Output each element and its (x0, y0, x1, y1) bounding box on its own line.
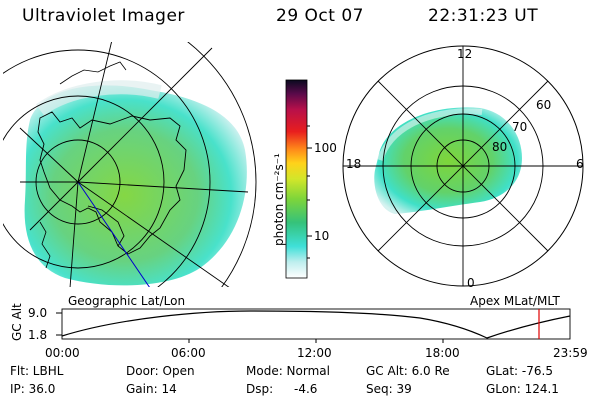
mode-status: Mode: Normal (246, 364, 330, 378)
altitude-ytick-high: 9.0 (28, 306, 48, 320)
right-panel-caption: Apex MLat/MLT (470, 294, 560, 308)
altitude-xtick-1800: 18:00 (425, 346, 460, 360)
colorbar-tick-10: 10 (314, 229, 330, 243)
ip-status: IP: 36.0 (10, 382, 56, 396)
altitude-xtick-1200: 12:00 (297, 346, 332, 360)
seq-status: Seq: 39 (366, 382, 412, 396)
gain-status: Gain: 14 (126, 382, 177, 396)
app-title: Ultraviolet Imager (22, 6, 185, 26)
altitude-xtick-0000: 00:00 (45, 346, 80, 360)
glon-status: GLon: 124.1 (486, 382, 559, 396)
date-label: 29 Oct 07 (276, 6, 364, 26)
mlat-label-70: 70 (512, 120, 528, 134)
dsp-value: -4.6 (294, 382, 318, 396)
left-panel-caption: Geographic Lat/Lon (68, 294, 186, 308)
altitude-ytick-low: 1.8 (28, 328, 48, 342)
colorbar-unit-label: photon cm⁻²s⁻¹ (272, 153, 286, 246)
magnetic-polar-plot (342, 45, 584, 287)
coastline (37, 111, 187, 255)
geographic-map (3, 42, 257, 287)
mlt-label-0: 0 (467, 276, 475, 290)
mlat-label-80: 80 (492, 140, 508, 154)
mlt-label-6: 6 (576, 157, 584, 171)
time-label: 22:31:23 UT (428, 6, 539, 26)
color-bar (285, 79, 312, 279)
altitude-plot (56, 308, 571, 343)
altitude-xtick-2359: 23:59 (553, 346, 588, 360)
mlt-label-12: 12 (457, 47, 473, 61)
filter-status: Flt: LBHL (10, 364, 64, 378)
colorbar-tick-100: 100 (314, 141, 337, 155)
glat-status: GLat: -76.5 (486, 364, 553, 378)
mlt-label-18: 18 (346, 157, 362, 171)
gc-alt-status: GC Alt: 6.0 Re (366, 364, 450, 378)
door-status: Door: Open (126, 364, 195, 378)
dsp-label: Dsp: (246, 382, 274, 396)
mlat-label-60: 60 (536, 98, 552, 112)
aurora-emission-right (374, 107, 522, 214)
altitude-curve (61, 310, 571, 339)
altitude-ylabel: GC Alt (10, 303, 24, 341)
altitude-xtick-0600: 06:00 (171, 346, 206, 360)
